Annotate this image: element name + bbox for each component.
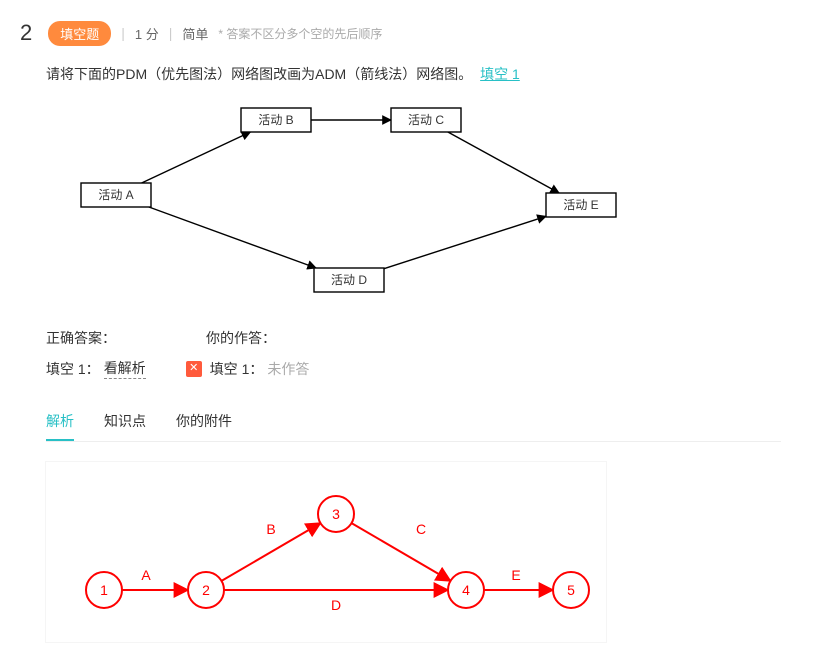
answers-detail: 填空 1： 看解析 ✕ 填空 1： 未作答 [46,358,781,379]
question-number: 2 [20,20,32,46]
svg-text:C: C [416,521,426,537]
svg-text:B: B [266,521,275,537]
svg-text:活动 B: 活动 B [258,113,293,127]
svg-text:活动 C: 活动 C [408,113,444,127]
svg-text:5: 5 [567,582,575,598]
view-analysis-link[interactable]: 看解析 [104,358,146,379]
tabs: 解析知识点你的附件 [46,403,781,442]
svg-text:活动 D: 活动 D [331,273,367,287]
svg-text:A: A [141,567,151,583]
question-body: 请将下面的PDM（优先图法）网络图改画为ADM（箭线法）网络图。 [46,66,472,82]
svg-text:活动 A: 活动 A [98,188,133,202]
svg-text:2: 2 [202,582,210,598]
header-note: * 答案不区分多个空的先后顺序 [218,25,382,42]
tab-你的附件[interactable]: 你的附件 [176,403,232,441]
wrong-icon: ✕ [186,361,202,377]
not-answered-text: 未作答 [267,359,309,379]
svg-text:1: 1 [100,582,108,598]
separator: | [121,25,125,41]
svg-text:E: E [511,567,520,583]
adm-diagram: A B C D E 1 2 3 4 5 [46,462,781,642]
difficulty-text: 简单 [182,24,208,43]
svg-text:3: 3 [332,506,340,522]
score-text: 1 分 [135,24,159,43]
tab-知识点[interactable]: 知识点 [104,403,146,441]
blank1-label: 填空 1： [46,359,100,379]
answers-labels: 正确答案： 你的作答： [46,328,781,348]
pdm-diagram: 活动 A 活动 B 活动 C 活动 D 活动 E [46,98,781,308]
question-header: 2 填空题 | 1 分 | 简单 * 答案不区分多个空的先后顺序 [20,20,781,46]
correct-answer-label: 正确答案： [46,328,206,348]
blank-link[interactable]: 填空 1 [480,66,520,82]
your-blank1-label: 填空 1： [210,359,264,379]
question-text: 请将下面的PDM（优先图法）网络图改画为ADM（箭线法）网络图。 填空 1 [46,64,781,84]
question-type-badge: 填空题 [48,21,111,46]
svg-text:4: 4 [462,582,470,598]
separator: | [169,25,173,41]
svg-text:D: D [331,597,341,613]
svg-text:活动 E: 活动 E [563,198,598,212]
tab-解析[interactable]: 解析 [46,403,74,441]
your-answer-label: 你的作答： [206,328,276,348]
